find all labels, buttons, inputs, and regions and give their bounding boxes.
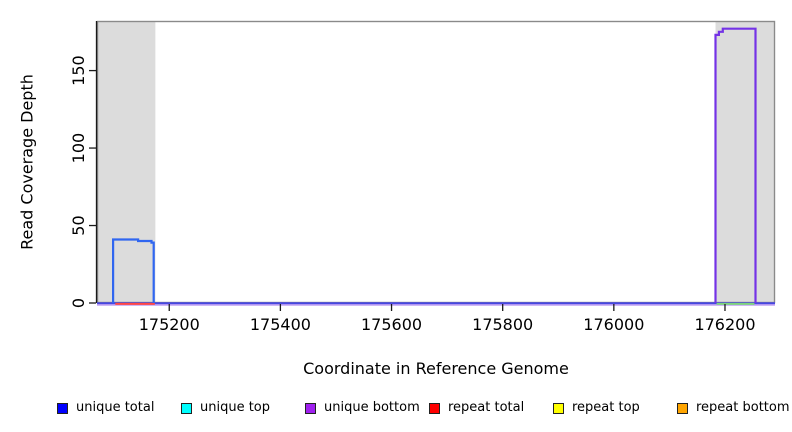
legend-swatch-icon (57, 402, 68, 414)
unique-bottom-right-peak-line (714, 27, 757, 303)
legend-label: unique top (200, 400, 271, 415)
left-gray-region (97, 21, 156, 303)
legend-label: repeat bottom (696, 400, 790, 415)
plot-frame (96, 20, 776, 304)
x-tick-label: 175800 (472, 315, 533, 334)
x-tick-label: 176000 (583, 315, 644, 334)
legend-item-repeat-total: repeat total (429, 400, 524, 416)
x-tick-label: 175600 (361, 315, 422, 334)
legend-swatch-icon (677, 402, 688, 414)
legend-item-repeat-top: repeat top (553, 400, 640, 416)
legend-item-repeat-bottom: repeat bottom (677, 400, 790, 416)
y-tick-label: 50 (69, 215, 88, 235)
unique-total-left-peak-line (111, 238, 155, 303)
x-axis-title: Coordinate in Reference Genome (303, 359, 569, 378)
legend-label: unique bottom (324, 400, 420, 415)
x-tick-label: 175200 (139, 315, 200, 334)
y-tick-label: 0 (69, 298, 88, 308)
legend-item-unique-top: unique top (181, 400, 270, 416)
legend-item-unique-bottom: unique bottom (305, 400, 420, 416)
x-tick-label: 176200 (694, 315, 755, 334)
right-gray-region (715, 21, 774, 303)
legend-swatch-icon (553, 402, 564, 414)
legend-swatch-icon (305, 402, 316, 414)
legend-item-unique-total: unique total (57, 400, 154, 416)
legend-label: unique total (76, 400, 155, 415)
legend-label: repeat total (448, 400, 525, 415)
y-tick-label: 150 (69, 55, 88, 86)
y-tick-label: 100 (69, 133, 88, 164)
legend-swatch-icon (429, 402, 440, 414)
legend: unique total unique top unique bottom repea… (0, 400, 792, 420)
legend-label: repeat top (572, 400, 640, 415)
x-tick-label: 175400 (250, 315, 311, 334)
legend-swatch-icon (181, 402, 192, 414)
y-axis-title: Read Coverage Depth (17, 74, 37, 250)
